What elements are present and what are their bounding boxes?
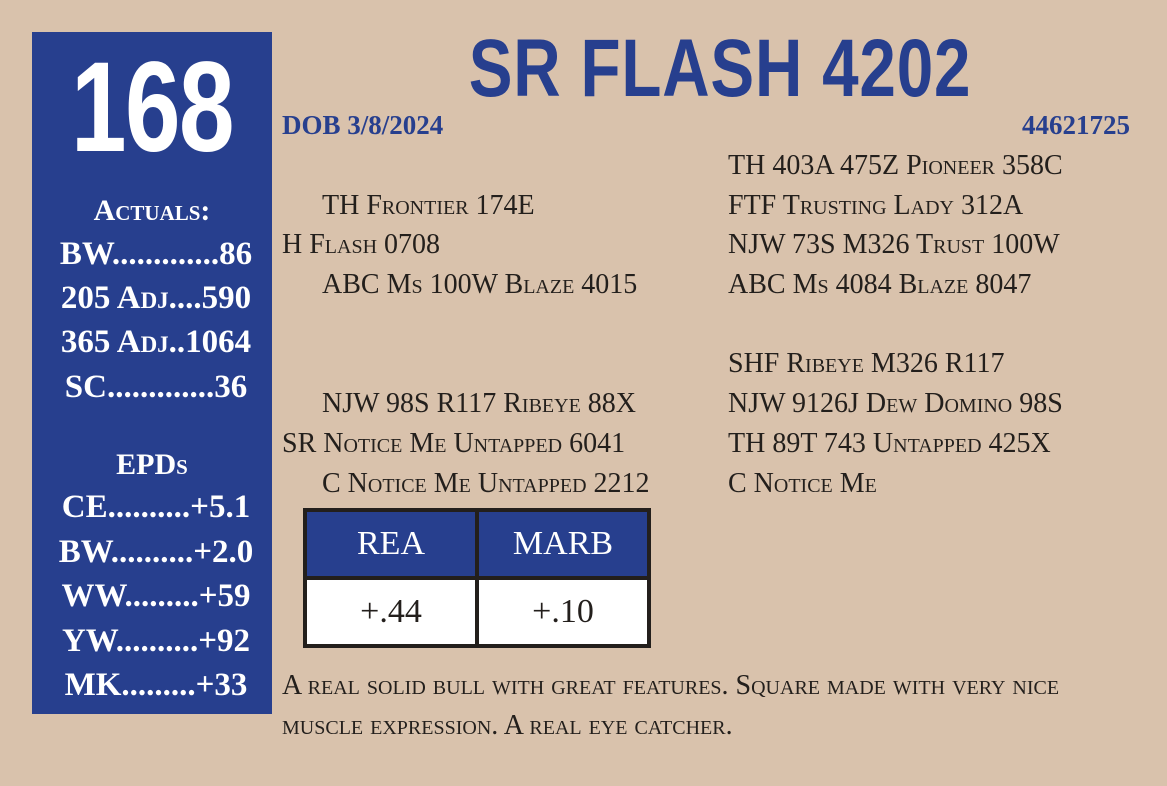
comments: A real solid bull with great features. S… (282, 670, 1060, 741)
dam: SR Notice Me Untapped 6041 (282, 428, 626, 459)
dam-sire: NJW 98S R117 Ribeye 88X (322, 388, 637, 419)
actual-365: 365 Adj..1064 (60, 324, 252, 360)
sire: H Flash 0708 (282, 229, 441, 260)
actuals-heading: Actuals: (93, 194, 211, 227)
pedigree-far-8: C Notice Me (728, 468, 877, 499)
epd-ww: WW.........+59 (61, 578, 251, 614)
pedigree-far-7: TH 89T 743 Untapped 425X (728, 428, 1051, 459)
rea-header: REA (303, 508, 479, 580)
rea-value: +.44 (303, 576, 479, 648)
epds-heading: EPDs (116, 448, 188, 481)
sire-dam: ABC Ms 100W Blaze 4015 (322, 269, 638, 300)
pedigree-far-1: TH 403A 475Z Pioneer 358C (728, 150, 1063, 181)
sire-sire: TH Frontier 174E (322, 190, 535, 221)
pedigree-far-2: FTF Trusting Lady 312A (728, 190, 1024, 221)
animal-name: SR FLASH 4202 (468, 23, 972, 114)
pedigree-far-3: NJW 73S M326 Trust 100W (728, 229, 1060, 260)
pedigree-far-4: ABC Ms 4084 Blaze 8047 (728, 269, 1032, 300)
date-of-birth: DOB 3/8/2024 (282, 110, 444, 140)
carcass-table: REA MARB +.44 +.10 (303, 508, 651, 648)
pedigree-far-5: SHF Ribeye M326 R117 (728, 348, 1005, 379)
actual-bw: BW.............86 (59, 236, 253, 272)
marb-value: +.10 (475, 576, 651, 648)
stats-panel: 168 Actuals: BW.............86 205 Adj..… (32, 32, 272, 714)
registration-number: 44621725 (1022, 110, 1130, 140)
epd-yw: YW..........+92 (61, 623, 251, 659)
dam-dam: C Notice Me Untapped 2212 (322, 468, 650, 499)
marb-header: MARB (475, 508, 651, 580)
actual-sc: SC.............36 (64, 369, 248, 405)
actual-205: 205 Adj....590 (60, 280, 252, 316)
pedigree-far-6: NJW 9126J Dew Domino 98S (728, 388, 1063, 419)
epd-mk: MK.........+33 (64, 667, 248, 703)
lot-number: 168 (71, 36, 234, 179)
epd-ce: CE..........+5.1 (61, 489, 251, 525)
epd-bw: BW..........+2.0 (58, 534, 254, 570)
